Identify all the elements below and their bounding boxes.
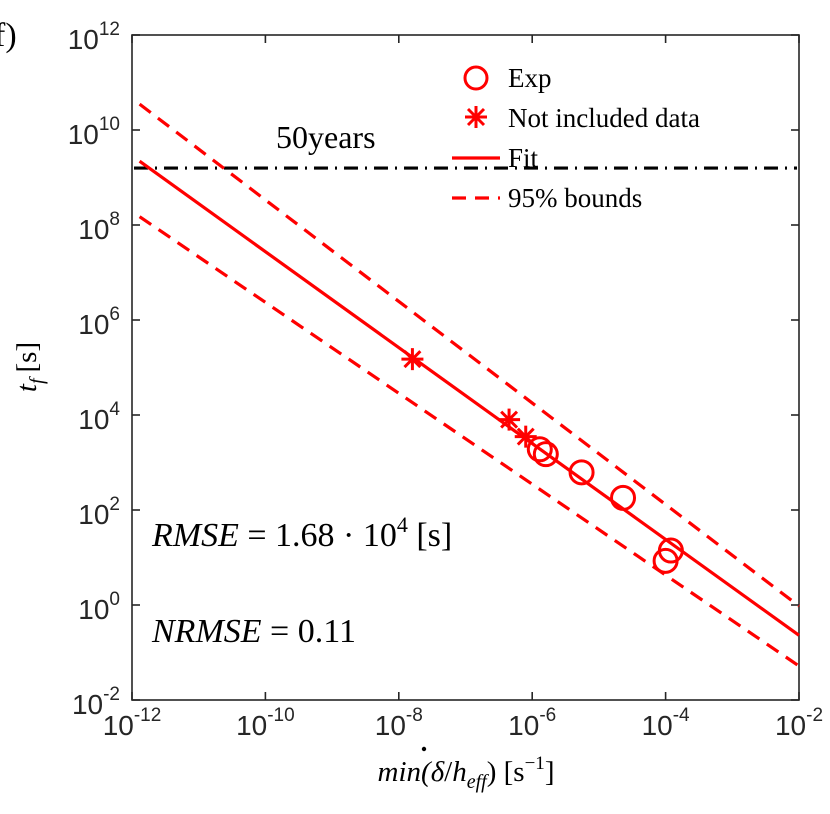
x-label-prefix: min(: [378, 756, 434, 788]
legend-label-not-included: Not included data: [508, 103, 700, 133]
x-label-close: ]: [545, 756, 555, 788]
rmse-annotation: RMSE = 1.68 · 104 [s]: [151, 512, 452, 554]
reference-label: 50years: [276, 119, 376, 155]
y-tick-label-6: 100: [78, 589, 120, 625]
not-included-point-0: [401, 348, 424, 371]
y-axis-label: tf [s]: [11, 342, 48, 392]
x-label-h: h: [452, 756, 467, 788]
panel-label: f): [0, 17, 17, 54]
y-label-t: t: [11, 383, 43, 392]
y-axis-ticks: 1012 1010 108 106 104 102 100 10-2: [68, 19, 799, 720]
x-tick-label-4: 10-4: [642, 705, 690, 741]
y-label-sub: f: [26, 376, 48, 384]
x-axis-label: min(δ/heff) [s−1]: [378, 753, 555, 793]
legend-asterisk-marker: [465, 106, 487, 128]
x-tick-label-0: 10-12: [103, 705, 162, 741]
exp-point-2: [568, 459, 595, 486]
nrmse-annotation: NRMSE = 0.11: [151, 613, 356, 650]
x-label-delta-dot: [421, 746, 427, 752]
x-tick-label-2: 10-8: [375, 705, 423, 741]
x-label-exp: −1: [525, 753, 545, 774]
plot-area: [131, 34, 800, 701]
not-included-point-1: [498, 408, 521, 431]
x-tick-label-5: 10-2: [775, 705, 823, 741]
y-tick-label-2: 108: [78, 209, 120, 245]
exp-point-0: [526, 436, 553, 463]
upper-bound-line: [138, 102, 800, 608]
legend-label-exp: Exp: [508, 63, 552, 93]
x-label-delta: δ: [431, 756, 445, 788]
y-tick-label-4: 104: [78, 399, 120, 435]
rmse-unit: [s]: [408, 517, 452, 554]
lower-bound-line: [138, 215, 800, 668]
nrmse-eq: = 0.11: [262, 613, 356, 650]
fit-line: [138, 159, 800, 637]
x-tick-label-1: 10-10: [236, 705, 295, 741]
exp-point-5: [652, 547, 679, 574]
x-label-slash: /: [444, 756, 453, 788]
rmse-lhs: RMSE: [151, 517, 239, 554]
legend-circle-marker: [463, 65, 489, 91]
not-included-point-2: [514, 425, 537, 448]
data-markers: [401, 348, 684, 574]
legend: Exp Not included data Fit 95% bounds: [452, 63, 700, 213]
legend-label-fit: Fit: [508, 143, 539, 173]
legend-label-bounds: 95% bounds: [508, 183, 642, 213]
rmse-eq: = 1.68 · 10: [239, 517, 397, 554]
exp-point-3: [610, 484, 637, 511]
exp-point-1: [532, 441, 559, 468]
x-axis-ticks: 10-12 10-10 10-8 10-6 10-4 10-2: [103, 35, 823, 741]
y-tick-label-3: 106: [78, 304, 120, 340]
y-tick-label-1: 1010: [68, 114, 120, 150]
x-tick-label-3: 10-6: [508, 705, 556, 741]
y-tick-label-0: 1012: [68, 19, 120, 55]
y-tick-label-7: 10-2: [72, 684, 120, 720]
x-label-suffix: ) [s: [487, 756, 525, 788]
x-label-sub: eff: [467, 771, 489, 793]
y-label-unit: [s]: [11, 342, 43, 373]
rmse-exp: 4: [397, 512, 408, 537]
y-tick-label-5: 102: [78, 494, 120, 530]
nrmse-lhs: NRMSE: [151, 613, 262, 650]
